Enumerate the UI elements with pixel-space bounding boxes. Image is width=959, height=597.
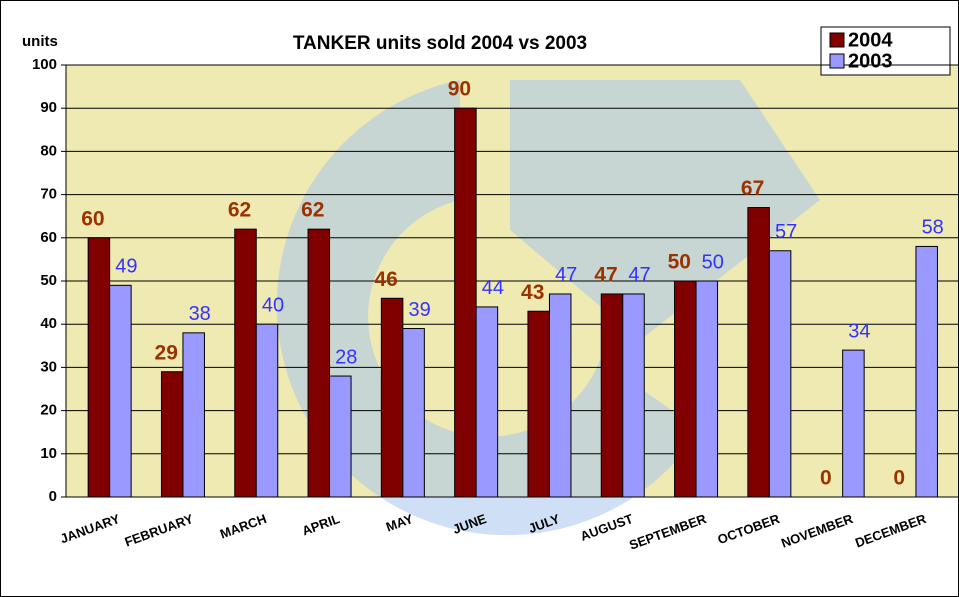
y-tick-label: 0 xyxy=(49,488,57,505)
y-tick-label: 10 xyxy=(40,445,57,462)
y-tick-label: 50 xyxy=(40,272,57,289)
value-label: 47 xyxy=(555,264,577,286)
y-tick-label: 100 xyxy=(32,56,57,73)
value-label: 67 xyxy=(741,177,764,200)
bar xyxy=(768,250,792,498)
watermark-arrow xyxy=(510,80,820,340)
value-label: 58 xyxy=(922,217,944,239)
value-label: 43 xyxy=(521,281,544,304)
bar xyxy=(380,297,404,498)
bar xyxy=(87,237,111,498)
value-label: 57 xyxy=(775,221,797,243)
value-label: 28 xyxy=(335,346,357,368)
bar xyxy=(329,375,352,498)
bar xyxy=(182,332,205,498)
bar xyxy=(600,293,624,498)
y-tick-label: 30 xyxy=(40,358,57,375)
bar xyxy=(255,323,279,498)
bar xyxy=(915,245,938,498)
value-label: 0 xyxy=(893,467,905,490)
bar xyxy=(307,228,331,498)
value-label: 40 xyxy=(262,294,284,316)
value-label: 50 xyxy=(702,251,724,273)
value-label: 39 xyxy=(408,299,430,321)
bar xyxy=(842,349,865,498)
legend-swatch xyxy=(829,53,845,69)
legend-label: 2003 xyxy=(848,50,893,72)
bar xyxy=(234,228,257,498)
bar xyxy=(674,280,697,498)
y-axis-label: units xyxy=(22,33,58,50)
bar xyxy=(475,306,499,498)
chart-title: TANKER units sold 2004 vs 2003 xyxy=(293,33,587,54)
bar xyxy=(454,107,477,498)
y-tick-label: 90 xyxy=(40,99,57,116)
bar xyxy=(527,310,550,498)
value-label: 62 xyxy=(228,199,251,222)
y-tick-label: 80 xyxy=(40,142,57,159)
legend-label: 2004 xyxy=(848,29,893,51)
bar xyxy=(109,284,132,498)
y-tick-label: 20 xyxy=(40,402,57,419)
y-tick-label: 40 xyxy=(40,315,57,332)
y-tick-label: 70 xyxy=(40,186,57,203)
value-label: 46 xyxy=(374,268,397,291)
value-label: 34 xyxy=(848,320,870,342)
bar xyxy=(402,328,425,498)
value-label: 0 xyxy=(820,467,832,490)
value-label: 47 xyxy=(594,264,617,287)
bar xyxy=(160,371,184,498)
value-label: 38 xyxy=(189,303,211,325)
legend-swatch xyxy=(829,32,845,48)
value-label: 29 xyxy=(155,341,178,364)
bar xyxy=(622,293,645,498)
value-label: 62 xyxy=(301,199,324,222)
value-label: 90 xyxy=(448,78,471,101)
value-label: 49 xyxy=(115,256,137,278)
value-label: 47 xyxy=(628,264,650,286)
value-label: 44 xyxy=(482,277,504,299)
value-label: 50 xyxy=(668,251,691,274)
bar xyxy=(548,293,572,498)
y-tick-label: 60 xyxy=(40,229,57,246)
value-label: 60 xyxy=(81,207,104,230)
bar xyxy=(747,207,770,498)
bar xyxy=(695,280,719,498)
